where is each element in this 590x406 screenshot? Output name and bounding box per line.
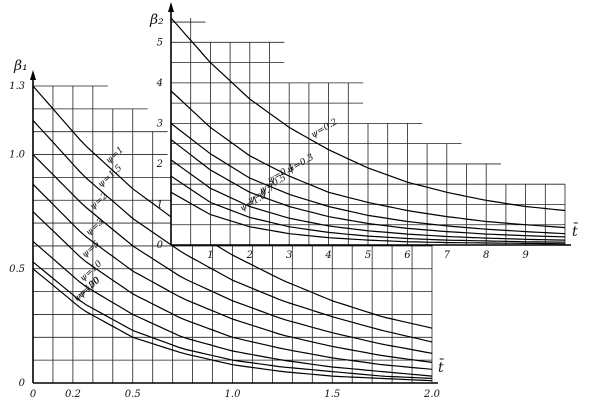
x-tick-label: 0 [30, 389, 37, 400]
y-tick-label: 3 [157, 118, 163, 129]
series-line [170, 175, 566, 243]
y-axis-arrow [168, 2, 174, 12]
series-line [170, 159, 566, 241]
x-tick-label: 5 [365, 250, 371, 261]
y-tick-label: 1 [157, 199, 163, 210]
y-tick-label: 0 [157, 240, 164, 251]
grid [170, 18, 566, 246]
x-tick-label: 0.2 [65, 389, 81, 400]
y-tick-label: 5 [157, 37, 163, 48]
series-line [170, 191, 566, 245]
y-axis-arrow [30, 70, 36, 80]
x-axis-title: t̄ [572, 222, 579, 240]
x-tick-label: 2 [246, 250, 253, 261]
series-line [170, 17, 566, 212]
y-tick-label: 1.0 [9, 150, 26, 161]
x-tick-label: 2.0 [423, 389, 441, 400]
series-line [32, 183, 433, 363]
x-tick-label: 1.0 [225, 389, 242, 400]
series-line [32, 211, 433, 370]
y-tick-label: 4 [156, 78, 163, 89]
y-tick-label: 1.3 [9, 81, 25, 92]
x-tick-label: 0.5 [125, 389, 141, 400]
series-line [170, 90, 566, 229]
y-tick-label: 0.5 [9, 264, 25, 275]
x-tick-label: 7 [444, 250, 451, 261]
series-line [32, 268, 433, 382]
x-tick-label: 1 [207, 250, 213, 261]
series-line [170, 122, 566, 235]
y-tick-label: 0 [19, 378, 26, 389]
series-line [32, 119, 433, 343]
x-tick-label: 3 [286, 250, 292, 261]
series-line [32, 85, 433, 329]
series-line [32, 261, 433, 379]
x-tick-label: 4 [324, 250, 331, 261]
series-line [32, 240, 433, 377]
x-tick-label: 1.5 [324, 389, 340, 400]
x-axis-title: t̄ [438, 358, 445, 376]
upper-chart-beta2: 1 2 3 4 5 6 7 8 9012345β₂t̄ψ=0.2ψ=0.3ψ=0.4ψ=0.5ψ… [149, 2, 579, 261]
series-line [170, 139, 566, 238]
x-tick-label: 9 [522, 250, 529, 261]
y-tick-label: 2 [156, 159, 163, 170]
y-axis-title: β₁ [13, 58, 28, 74]
x-tick-label: 8 [483, 250, 489, 261]
y-axis-title: β₂ [149, 12, 164, 28]
series-line [32, 154, 433, 354]
x-tick-label: 6 [404, 250, 411, 261]
